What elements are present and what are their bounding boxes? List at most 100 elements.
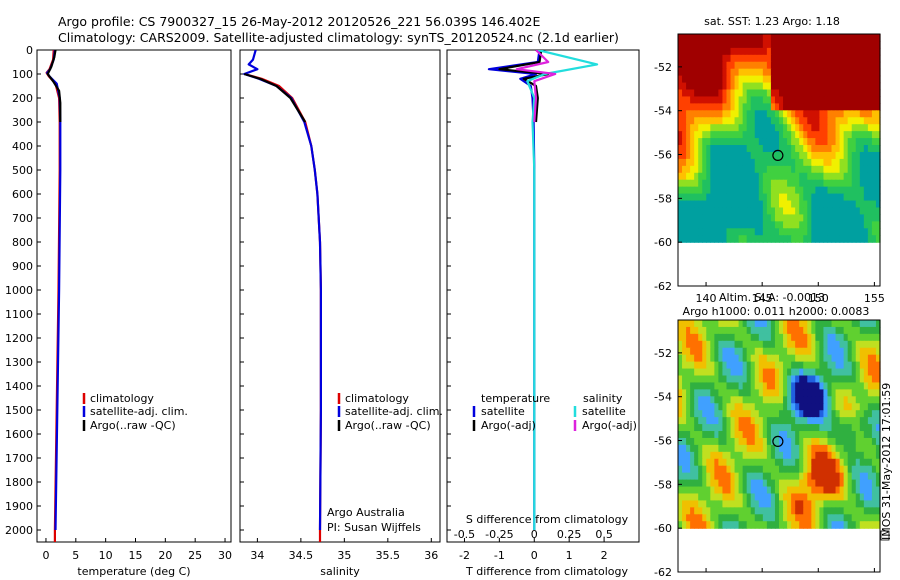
- map-cell: [754, 103, 760, 111]
- map-cell: [758, 207, 764, 216]
- map-cell: [706, 96, 711, 104]
- map-cell: [831, 333, 837, 342]
- map-cell: [815, 200, 820, 209]
- map-cell: [766, 214, 772, 222]
- map-cell: [839, 158, 845, 167]
- map-cell: [770, 451, 776, 460]
- map-cell: [867, 47, 873, 56]
- map-cell: [779, 507, 784, 515]
- map-cell: [730, 110, 736, 118]
- map-cell: [726, 472, 732, 481]
- map-cell: [686, 186, 691, 195]
- map-cell: [803, 389, 808, 397]
- map-cell: [726, 110, 732, 118]
- map-cell: [690, 451, 695, 460]
- map-cell: [714, 451, 719, 460]
- map-cell: [710, 228, 715, 236]
- map-cell: [779, 396, 784, 404]
- map-cell: [758, 47, 764, 56]
- map-cell: [738, 34, 744, 42]
- map-cell: [730, 451, 736, 460]
- map-cell: [843, 368, 849, 377]
- map-cell: [754, 165, 760, 174]
- map-cell: [774, 117, 780, 125]
- map-cell: [770, 75, 776, 84]
- map-cell: [859, 493, 865, 502]
- map-cell: [863, 75, 869, 84]
- map-cell: [795, 179, 800, 188]
- map-cell: [799, 103, 804, 111]
- map-cell: [831, 507, 837, 515]
- map-cell: [835, 320, 841, 328]
- map-cell: [871, 172, 877, 181]
- map-cell: [855, 361, 861, 370]
- map-cell: [690, 89, 695, 98]
- map-cell: [795, 521, 800, 529]
- map-cell: [791, 207, 796, 216]
- map-cell: [734, 458, 740, 467]
- map-cell: [843, 458, 849, 467]
- map-cell: [698, 145, 703, 153]
- map-cell: [823, 68, 829, 77]
- map-cell: [726, 75, 732, 84]
- map-cell: [770, 145, 776, 153]
- map-cell: [791, 361, 796, 370]
- map-cell: [702, 465, 707, 474]
- map-cell: [783, 333, 788, 342]
- map-cell: [855, 235, 861, 243]
- map-cell: [714, 214, 719, 222]
- map-cell: [827, 472, 833, 481]
- map-cell: [835, 424, 841, 432]
- map-cell: [839, 382, 845, 390]
- map-cell: [803, 47, 808, 56]
- map-cell: [799, 472, 804, 481]
- map-cell: [863, 158, 869, 167]
- map-cell: [855, 145, 861, 153]
- map-cell: [867, 417, 873, 425]
- map-cell: [867, 158, 873, 167]
- map-y-tick-label: -58: [654, 478, 672, 491]
- map-cell: [795, 465, 800, 474]
- map-cell: [787, 375, 792, 384]
- map-cell: [827, 410, 833, 418]
- map-cell: [863, 200, 869, 209]
- map-cell: [714, 389, 719, 397]
- map-cell: [831, 486, 837, 495]
- map-cell: [859, 417, 865, 425]
- map-cell: [710, 486, 715, 495]
- map-cell: [722, 403, 728, 411]
- map-cell: [718, 221, 724, 229]
- map-cell: [698, 89, 703, 98]
- map-cell: [734, 221, 740, 229]
- legend-header-salinity: salinity: [583, 392, 623, 405]
- map-cell: [819, 54, 825, 63]
- map-cell: [682, 89, 687, 98]
- map-cell: [726, 145, 732, 153]
- map-cell: [726, 193, 732, 202]
- map-cell: [859, 403, 865, 411]
- map-cell: [726, 200, 732, 209]
- map-cell: [758, 82, 764, 91]
- map-cell: [774, 151, 780, 160]
- map-cell: [702, 47, 707, 56]
- map-cell: [831, 103, 837, 111]
- map-cell: [803, 424, 808, 432]
- map-cell: [855, 326, 861, 335]
- map-cell: [754, 54, 760, 63]
- map-cell: [710, 40, 715, 49]
- map-cell: [803, 507, 808, 515]
- map-cell: [799, 131, 804, 139]
- sla-map-title: Altim. SLA: -0.0013: [719, 291, 825, 304]
- map-cell: [678, 396, 683, 404]
- map-cell: [690, 151, 695, 160]
- map-cell: [766, 361, 772, 370]
- map-cell: [799, 34, 804, 42]
- map-cell: [738, 465, 744, 474]
- map-cell: [726, 138, 732, 146]
- map-cell: [847, 221, 853, 229]
- map-cell: [722, 514, 728, 522]
- map-cell: [815, 54, 820, 63]
- map-cell: [847, 410, 853, 418]
- map-cell: [758, 437, 764, 446]
- map-cell: [698, 235, 703, 243]
